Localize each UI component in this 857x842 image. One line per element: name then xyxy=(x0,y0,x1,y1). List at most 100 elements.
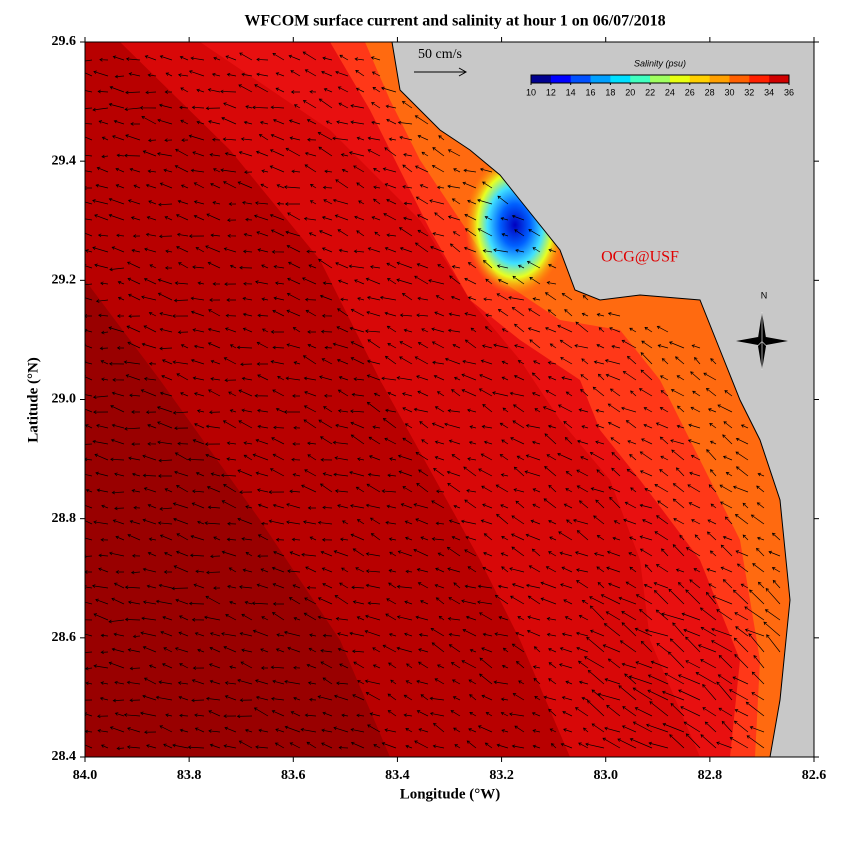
current-vector xyxy=(595,499,605,509)
current-vector xyxy=(500,504,509,509)
current-vector xyxy=(334,595,349,605)
current-vector xyxy=(512,404,525,413)
current-vector xyxy=(512,420,525,429)
current-vector xyxy=(590,487,605,493)
current-vector xyxy=(209,632,221,637)
current-vector xyxy=(85,107,93,109)
current-vector xyxy=(337,389,349,397)
current-vector xyxy=(321,742,333,749)
current-vector xyxy=(691,519,701,525)
current-vector xyxy=(606,550,621,557)
current-vector xyxy=(386,118,397,125)
scale-arrow xyxy=(414,67,468,77)
current-vector xyxy=(159,312,173,317)
current-vector xyxy=(482,181,493,189)
current-vector xyxy=(131,248,141,253)
current-vector xyxy=(92,439,109,445)
current-vector xyxy=(632,721,653,733)
current-vector xyxy=(160,630,173,637)
current-vector xyxy=(165,249,173,254)
current-vector xyxy=(396,646,413,653)
current-vector xyxy=(197,520,205,525)
current-vector xyxy=(179,663,189,669)
colorbar-cell xyxy=(590,75,611,83)
current-vector xyxy=(147,169,157,174)
current-vector xyxy=(242,312,253,317)
current-vector xyxy=(115,535,125,541)
current-vector xyxy=(164,552,173,557)
current-vector xyxy=(373,185,381,190)
current-vector xyxy=(366,374,381,381)
current-vector xyxy=(372,425,381,429)
current-vector xyxy=(226,298,237,302)
current-vector xyxy=(574,707,589,717)
current-vector xyxy=(768,550,781,557)
current-vector xyxy=(561,566,573,573)
current-vector xyxy=(85,537,93,541)
current-vector xyxy=(640,369,653,381)
current-vector xyxy=(383,213,397,221)
current-vector xyxy=(559,551,573,557)
current-vector xyxy=(114,712,125,717)
current-vector xyxy=(438,135,445,141)
current-vector xyxy=(498,616,509,621)
current-vector xyxy=(543,695,557,701)
current-vector xyxy=(629,327,637,333)
current-vector xyxy=(515,248,525,253)
current-vector xyxy=(213,168,221,173)
current-vector xyxy=(532,665,541,669)
current-vector xyxy=(712,595,733,605)
current-vector xyxy=(386,233,397,237)
current-vector xyxy=(655,564,669,573)
current-vector xyxy=(85,394,93,397)
current-vector xyxy=(148,311,157,317)
current-vector xyxy=(397,454,413,461)
current-vector xyxy=(382,644,397,653)
current-vector xyxy=(432,147,445,157)
current-vector xyxy=(132,234,141,238)
current-vector xyxy=(604,678,621,685)
current-vector xyxy=(99,696,109,701)
current-vector xyxy=(259,120,269,125)
x-tick-label: 83.4 xyxy=(385,768,410,783)
current-vector xyxy=(208,710,221,717)
current-vector xyxy=(384,355,397,365)
current-vector xyxy=(125,57,141,61)
colorbar-title: Salinity (psu) xyxy=(634,58,686,68)
current-vector xyxy=(365,691,381,701)
current-vector xyxy=(585,742,605,749)
current-vector xyxy=(436,391,445,397)
current-vector xyxy=(655,422,669,429)
current-vector xyxy=(177,199,189,205)
current-vector xyxy=(622,706,637,717)
current-vector xyxy=(372,647,381,653)
current-vector xyxy=(607,421,621,429)
current-vector xyxy=(159,182,173,189)
current-vector xyxy=(500,697,509,702)
y-tick-label: 28.8 xyxy=(52,511,77,526)
current-vector xyxy=(208,729,221,733)
current-vector xyxy=(353,249,365,254)
current-vector xyxy=(163,570,173,574)
current-vector xyxy=(403,713,413,718)
current-vector xyxy=(221,632,237,637)
current-vector xyxy=(634,627,653,637)
current-vector xyxy=(748,633,765,653)
current-vector xyxy=(145,232,157,237)
current-vector xyxy=(659,436,669,445)
current-vector xyxy=(513,488,525,493)
current-vector xyxy=(692,390,701,397)
current-vector xyxy=(92,199,109,205)
current-vector xyxy=(116,153,125,158)
current-vector xyxy=(337,504,349,509)
current-vector xyxy=(575,321,589,333)
current-vector xyxy=(195,472,205,477)
current-vector xyxy=(734,612,749,621)
current-vector xyxy=(337,279,349,285)
colorbar-frame xyxy=(530,74,790,84)
current-vector xyxy=(127,341,141,349)
current-vector xyxy=(624,673,637,685)
current-vector xyxy=(485,278,493,285)
current-vector xyxy=(625,581,637,589)
current-vector xyxy=(372,664,381,669)
